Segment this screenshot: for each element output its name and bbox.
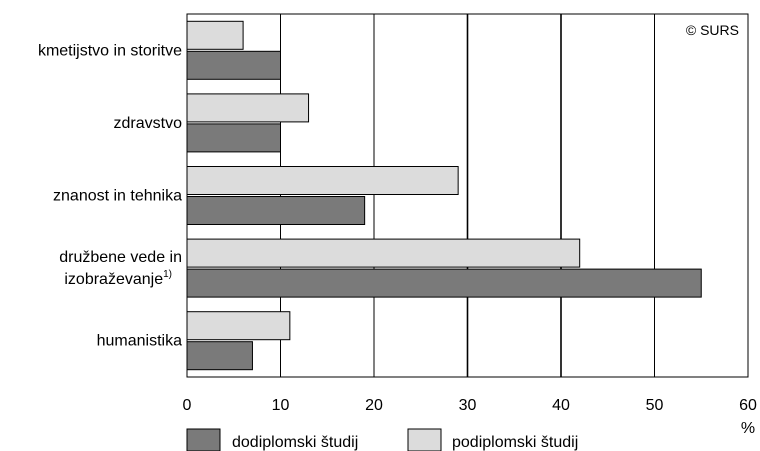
legend-label: dodiplomski študij xyxy=(232,434,358,451)
copyright-note: © SURS xyxy=(686,22,739,38)
x-axis-ticks: 0 10 20 30 40 50 60 xyxy=(183,397,757,414)
category-label: znanost in tehnika xyxy=(53,188,182,205)
x-tick-label: 50 xyxy=(646,397,664,414)
category-label: družbene vede in izobraževanje1) xyxy=(59,249,182,288)
legend-swatch xyxy=(186,428,221,451)
x-tick-label: 20 xyxy=(365,397,383,414)
plot-frame xyxy=(186,13,749,378)
category-label: humanistika xyxy=(97,333,182,350)
bar-podiplomski-0 xyxy=(186,20,244,50)
x-tick-label: 10 xyxy=(272,397,290,414)
legend-label: podiplomski študij xyxy=(452,434,578,451)
bar-dodiplomski-1 xyxy=(186,123,281,153)
bar-podiplomski-4 xyxy=(186,311,291,341)
category-labels: kmetijstvo in storitve zdravstvo znanost i… xyxy=(38,42,182,349)
legend-swatch xyxy=(407,428,442,451)
x-tick-label: 0 xyxy=(183,397,192,414)
category-label: zdravstvo xyxy=(114,115,183,132)
legend: dodiplomski študij podiplomski študij xyxy=(186,428,578,451)
bar-dodiplomski-3 xyxy=(186,268,702,298)
x-tick-label: 60 xyxy=(739,397,757,414)
bar-podiplomski-2 xyxy=(186,166,459,195)
gridlines xyxy=(280,14,655,377)
x-tick-label: 30 xyxy=(459,397,477,414)
bar-dodiplomski-2 xyxy=(186,196,366,225)
bar-dodiplomski-4 xyxy=(186,341,253,371)
x-tick-label: 40 xyxy=(552,397,570,414)
bars xyxy=(186,20,702,371)
category-label: kmetijstvo in storitve xyxy=(38,42,182,59)
bar-podiplomski-1 xyxy=(186,93,310,123)
bar-dodiplomski-0 xyxy=(186,50,281,80)
x-axis-unit-label: % xyxy=(741,420,755,437)
bar-podiplomski-3 xyxy=(186,238,581,268)
